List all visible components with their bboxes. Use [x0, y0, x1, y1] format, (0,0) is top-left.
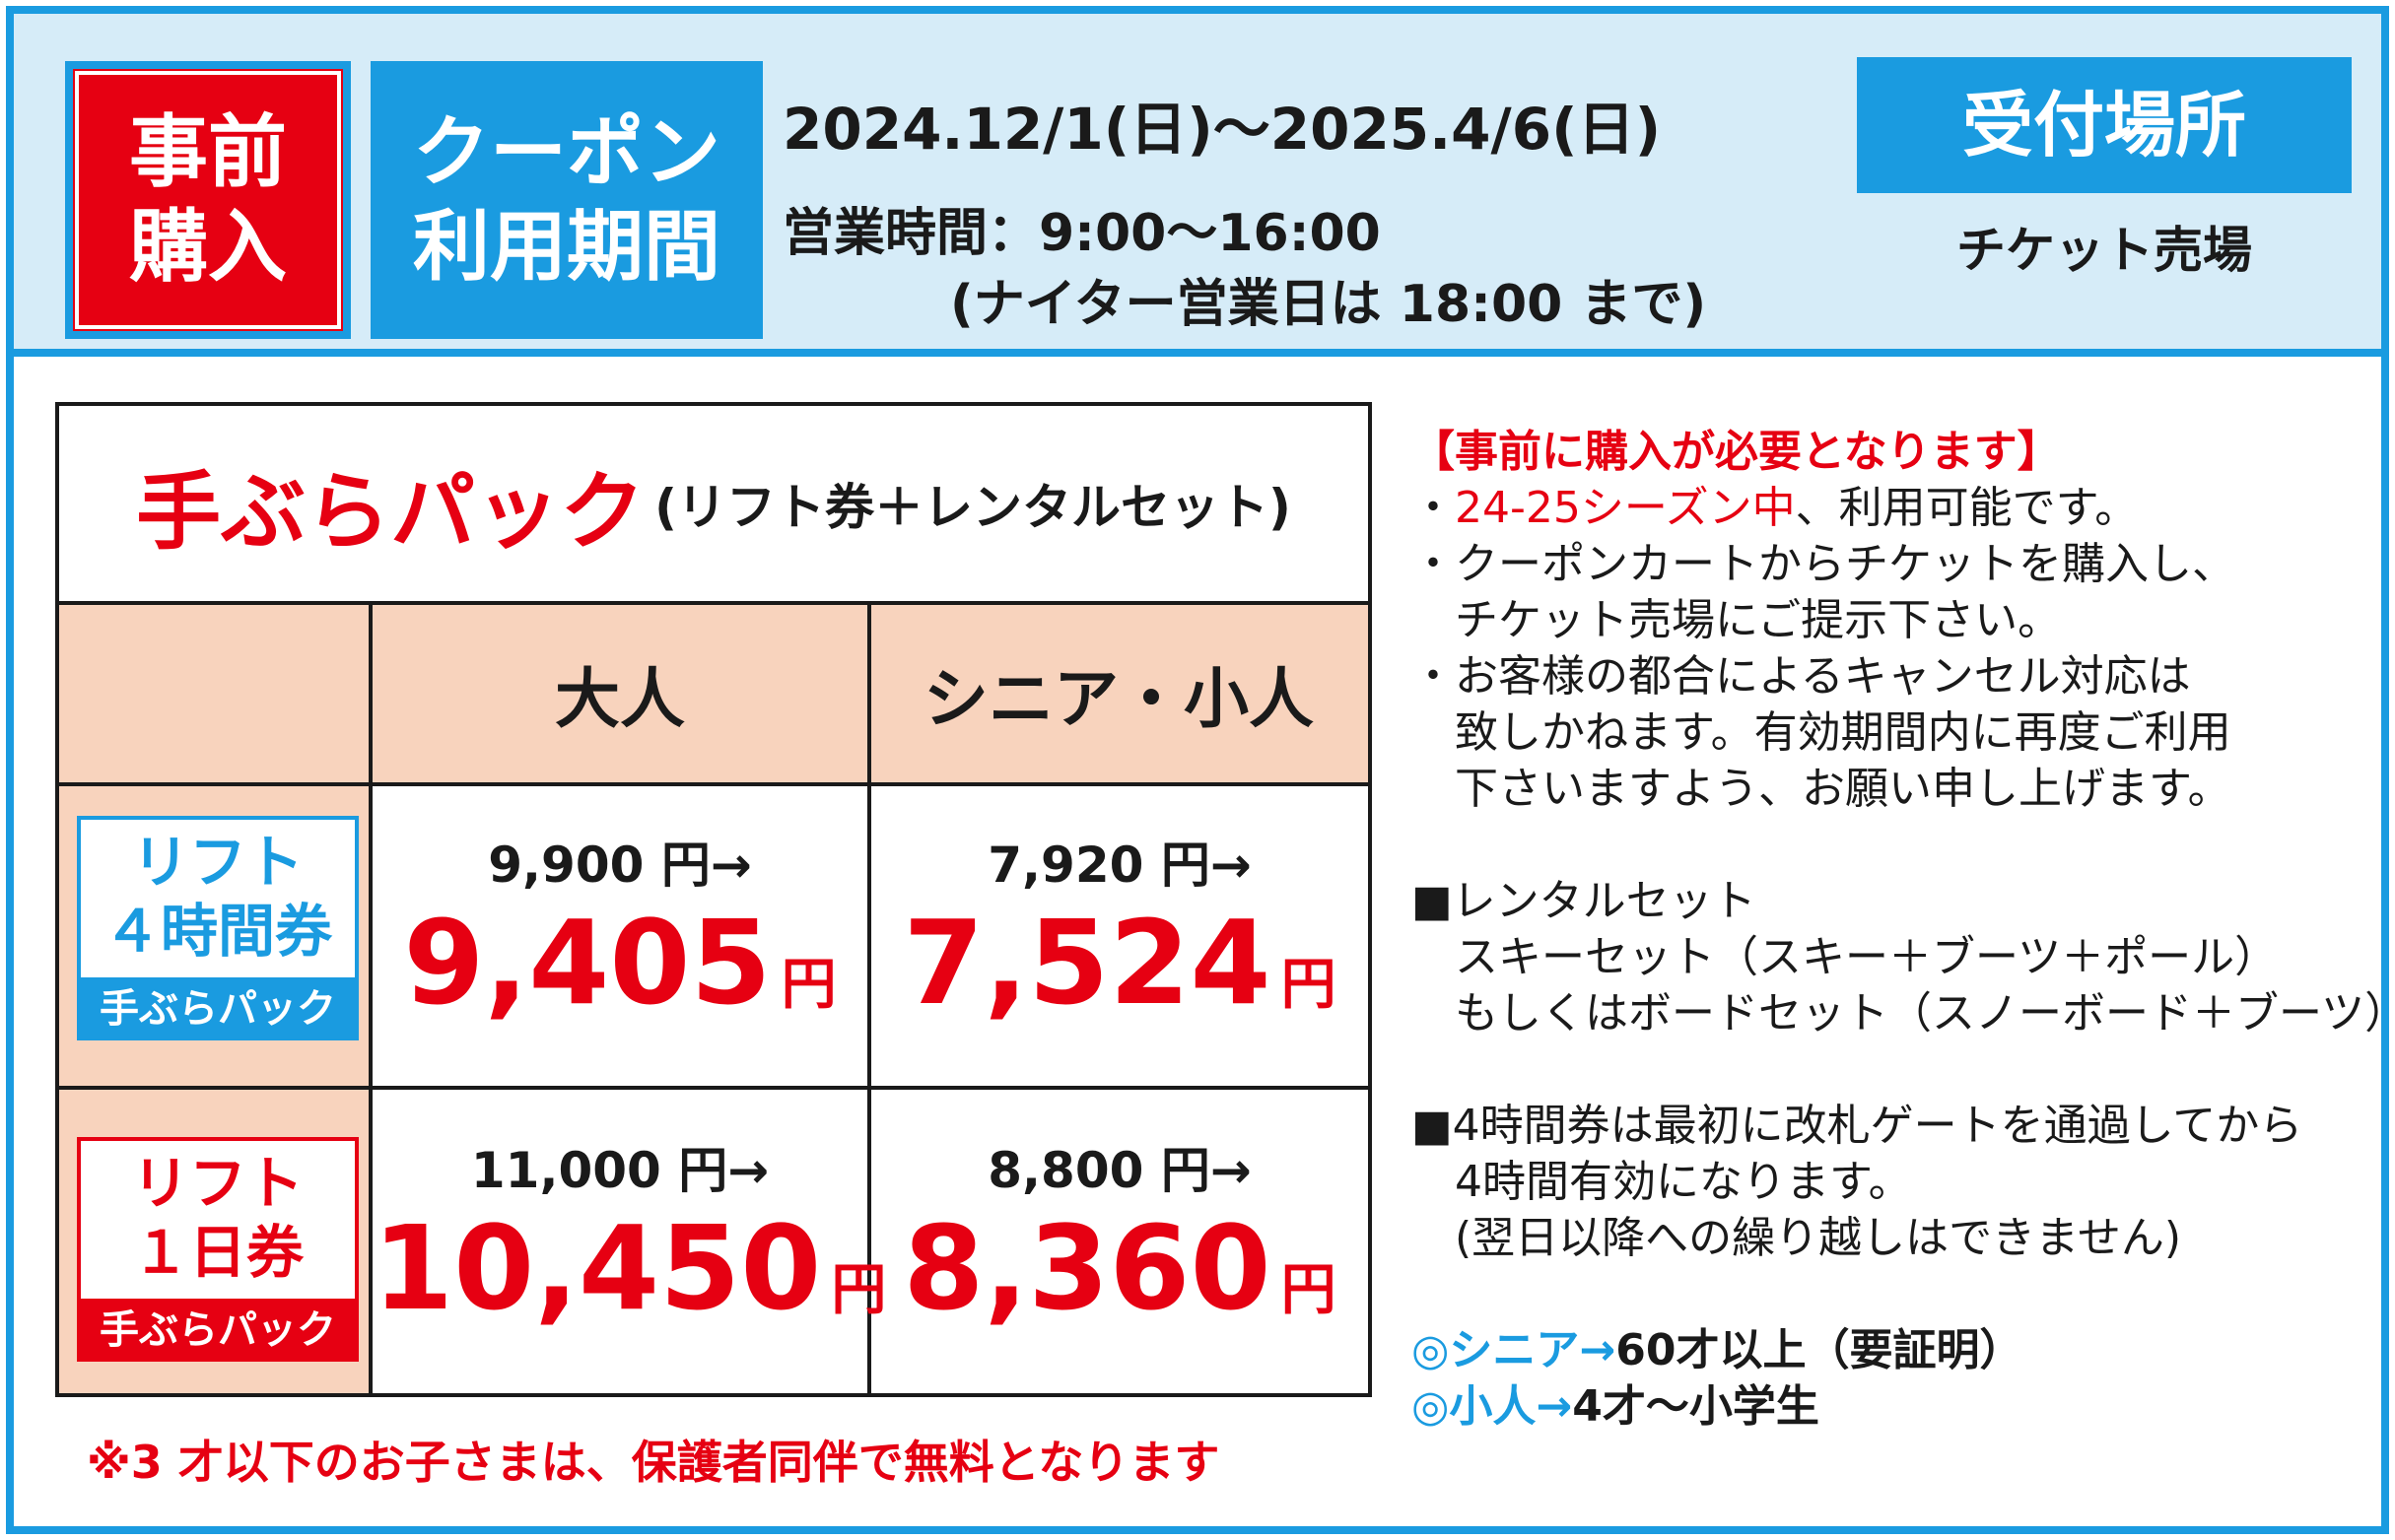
badge-blue-line1: クーポン — [412, 108, 720, 197]
row-label-1day-line2: １日券 — [131, 1219, 304, 1286]
regular-price: 8,800 円→ — [988, 1142, 1252, 1199]
night-hours-note: (ナイター営業日は 18:00 まで) — [950, 275, 1707, 334]
note-cancel-line1: ・お客様の都合によるキャンセル対応は — [1411, 651, 2191, 702]
discount-price: 8,360 円 — [871, 1200, 1368, 1336]
badge-blue-line2: 利用期間 — [412, 203, 720, 292]
regular-price: 7,920 円→ — [988, 837, 1252, 894]
column-header-senior-child: シニア・小人 — [869, 605, 1368, 782]
note-senior-label: ◎シニア→ — [1411, 1325, 1616, 1375]
grid-line — [369, 605, 373, 1393]
note-senior: ◎シニア→60才以上（要証明） — [1411, 1322, 2338, 1378]
note-season-rest: 、利用可能です。 — [1795, 483, 2139, 533]
notes-heading: 【事前に購入が必要となります】 — [1411, 427, 2061, 477]
note-cancel-line2: 致しかねます。有効期間内に再度ご利用 — [1411, 707, 2231, 758]
note-cancel-line3: 下さいますよう、お願い申し上げます。 — [1411, 764, 2231, 814]
grid-line — [59, 1086, 1368, 1090]
row-label-4hour-foot: 手ぶらパック — [77, 977, 359, 1040]
price-cell-4hour-senior-child: 7,920 円→ 7,524 円 — [871, 786, 1368, 1086]
discount-price-value: 10,450 — [373, 1200, 822, 1336]
note-senior-def: 60才以上（要証明） — [1615, 1325, 2023, 1375]
reception-place: チケット売場 — [1956, 222, 2252, 279]
package-name: 手ぶらパック — [136, 462, 646, 562]
row-label-4hour-line2: ４時間券 — [103, 898, 332, 965]
free-child-footnote: ※3 才以下のお子さまは、保護者同伴で無料となります — [87, 1436, 1220, 1489]
reception-label: 受付場所 — [1857, 57, 2352, 193]
discount-price-unit: 円 — [1280, 953, 1336, 1017]
note-child-label: ◎小人→ — [1411, 1381, 1573, 1432]
discount-price: 9,405 円 — [373, 895, 867, 1031]
regular-price: 9,900 円→ — [488, 837, 752, 894]
note-4hour-line3: (翌日以降への繰り越しはできません) — [1411, 1213, 2182, 1263]
discount-price-value: 7,524 — [903, 895, 1271, 1031]
note-season-prefix: ・ — [1411, 483, 1455, 533]
package-subtitle: (リフト券＋レンタルセット) — [654, 479, 1291, 536]
price-cell-4hour-adult: 9,900 円→ 9,405 円 — [373, 786, 867, 1086]
row-label-1day-line1: リフト — [131, 1150, 304, 1217]
spacer — [1411, 1041, 2338, 1098]
table-title: 手ぶらパック (リフト券＋レンタルセット) — [59, 406, 1368, 605]
row-label-4hour-line1: リフト — [131, 829, 304, 896]
discount-price: 7,524 円 — [871, 895, 1368, 1031]
discount-price-value: 9,405 — [403, 895, 772, 1031]
discount-price-unit: 円 — [831, 1258, 887, 1322]
discount-price-unit: 円 — [781, 953, 837, 1017]
price-cell-1day-senior-child: 8,800 円→ 8,360 円 — [871, 1090, 1368, 1393]
spacer — [1411, 817, 2338, 873]
grid-line — [867, 605, 871, 1393]
note-rental-ski: スキーセット（スキー＋ブーツ＋ポール） — [1411, 932, 2279, 982]
discount-price-value: 8,360 — [903, 1200, 1271, 1336]
header-band: 事前 購入 クーポン 利用期間 2024.12/1(日)～2025.4/6(日) 営… — [14, 14, 2381, 357]
grid-line — [59, 782, 1368, 786]
regular-price: 11,000 円→ — [470, 1142, 770, 1199]
notes-panel: 【事前に購入が必要となります】 ・24-25シーズン中、利用可能です。 ・クーポ… — [1411, 424, 2395, 1435]
note-season-highlight: 24-25シーズン中 — [1455, 483, 1796, 533]
header-corner-cell — [59, 605, 371, 782]
note-purchase-line2: チケット売場にご提示下さい。 — [1411, 595, 2062, 645]
discount-price-unit: 円 — [1280, 1258, 1336, 1322]
row-label-4hour: リフト ４時間券 手ぶらパック — [77, 816, 359, 1040]
discount-price: 10,450 円 — [373, 1200, 886, 1336]
note-child-def: 4才～小学生 — [1572, 1381, 1819, 1432]
column-header-adult: 大人 — [371, 605, 869, 782]
note-child: ◎小人→4才～小学生 — [1411, 1378, 2338, 1435]
price-cell-1day-adult: 11,000 円→ 10,450 円 — [373, 1090, 886, 1393]
note-rental-board: もしくはボードセット（スノーボード＋ブーツ） — [1411, 988, 2395, 1038]
coupon-period-badge: クーポン 利用期間 — [371, 61, 763, 339]
badge-red-line2: 購入 — [129, 201, 287, 293]
badge-red-line1: 事前 — [129, 106, 287, 198]
row-label-1day: リフト １日券 手ぶらパック — [77, 1137, 359, 1362]
note-4hour-line2: 4時間有効になります。 — [1411, 1157, 1912, 1207]
advance-purchase-badge: 事前 購入 — [65, 61, 351, 339]
business-hours: 営業時間：9:00～16:00 — [783, 204, 1381, 263]
note-4hour-line1: ■4時間券は最初に改札ゲートを通過してから — [1411, 1101, 2303, 1151]
coupon-period-dates: 2024.12/1(日)～2025.4/6(日) — [783, 96, 1662, 163]
price-table: 手ぶらパック (リフト券＋レンタルセット) 大人 シニア・小人 リフト ４時間券 … — [55, 402, 1372, 1397]
note-rental-heading: ■レンタルセット — [1411, 876, 1756, 926]
spacer — [1411, 1266, 2338, 1322]
row-label-1day-foot: 手ぶらパック — [77, 1299, 359, 1362]
note-season: ・24-25シーズン中、利用可能です。 — [1411, 480, 2338, 536]
note-purchase-line1: ・クーポンカートからチケットを購入し、 — [1411, 539, 2235, 589]
